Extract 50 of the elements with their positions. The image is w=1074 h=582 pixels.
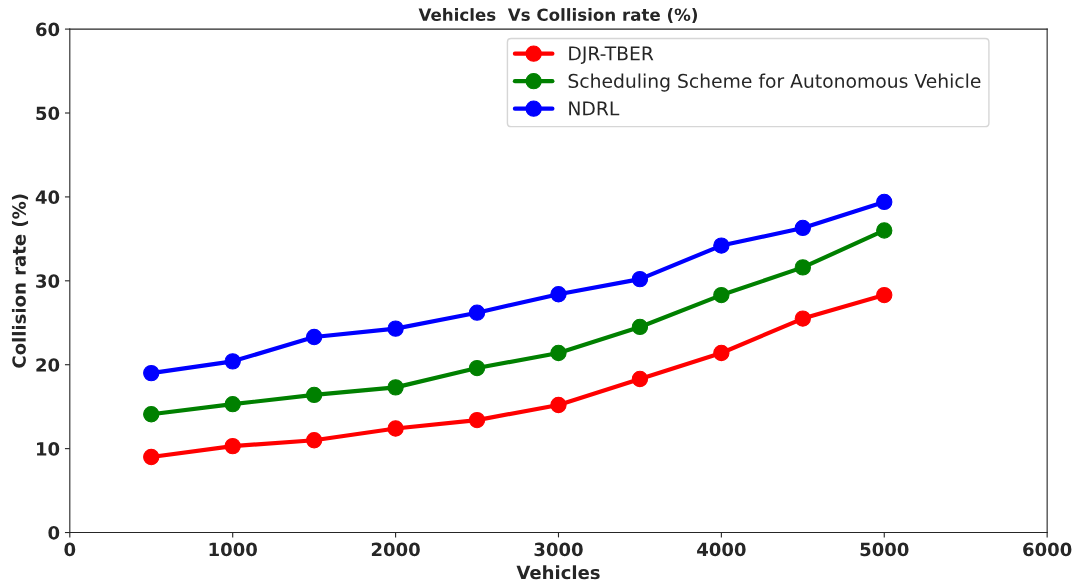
point	[713, 344, 730, 362]
point	[143, 448, 160, 466]
point	[876, 286, 893, 304]
point	[224, 437, 241, 455]
point	[550, 344, 567, 362]
point	[387, 420, 404, 437]
point	[713, 237, 730, 254]
point	[305, 432, 323, 449]
point	[387, 379, 404, 396]
chart-title: Vehicles Vs Collision rate (%)	[418, 8, 698, 23]
point	[631, 370, 649, 388]
legend-label: DJR-TBER	[569, 46, 654, 64]
point	[876, 193, 893, 211]
y-tick-label: 50	[36, 106, 60, 121]
point	[468, 359, 486, 377]
x-tick-label: 1000	[209, 542, 257, 557]
point	[305, 328, 323, 346]
x-axis-title: Vehicles	[516, 565, 600, 580]
y-tick-label: 10	[37, 442, 60, 456]
point	[794, 219, 811, 237]
legend-label: Scheduling Scheme for Autonomous Vehicle	[568, 73, 981, 92]
x-tick-label: 3000	[534, 542, 583, 557]
y-tick-label: 20	[36, 358, 60, 372]
y-axis-title: Collision rate (%)	[11, 194, 29, 368]
y-tick-label: 40	[35, 190, 60, 205]
point	[224, 396, 241, 413]
point	[550, 286, 567, 303]
point	[387, 320, 404, 337]
y-tick-label: 60	[36, 22, 60, 37]
point	[143, 406, 160, 423]
x-tick-label: 6000	[1023, 542, 1072, 557]
x-tick-label: 0	[64, 542, 76, 557]
point	[876, 222, 893, 239]
x-tick-label: 2000	[371, 542, 420, 557]
point	[794, 310, 811, 327]
point	[305, 386, 323, 404]
point	[224, 353, 241, 370]
point	[143, 364, 160, 382]
point	[794, 259, 811, 276]
point	[468, 411, 486, 429]
x-tick-label: 5000	[860, 542, 909, 557]
x-tick-label: 4000	[697, 542, 746, 557]
y-tick-label: 0	[48, 525, 60, 540]
point	[550, 396, 567, 414]
legend-label: NDRL	[569, 101, 620, 116]
point	[631, 318, 649, 336]
point	[713, 286, 730, 304]
y-tick-label: 30	[36, 274, 60, 288]
point	[468, 304, 486, 321]
point	[631, 270, 649, 288]
